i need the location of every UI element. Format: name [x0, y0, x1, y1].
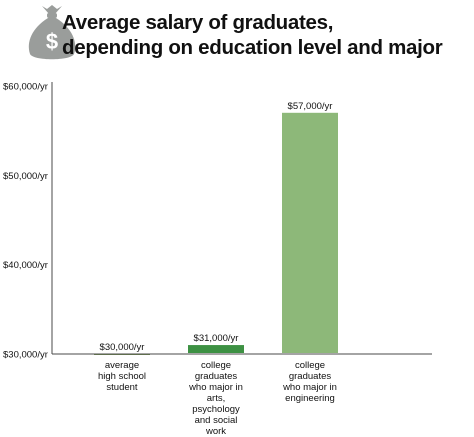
x-category-label: college graduates who major in arts, psychol…	[174, 360, 258, 437]
x-category-label-line: and social	[194, 415, 238, 426]
data-label: $57,000/yr	[288, 101, 333, 112]
bar	[282, 112, 338, 353]
x-category-label-line: average	[104, 360, 140, 371]
y-tick-label: $30,000/yr	[3, 350, 48, 361]
x-category-label-line: student	[106, 382, 138, 393]
data-label: $30,000/yr	[100, 342, 145, 353]
x-category-label-line: graduates	[194, 371, 238, 382]
x-category-label-line: high school	[97, 371, 147, 382]
x-category-label-line: who major in	[189, 382, 243, 393]
y-tick-label: $40,000/yr	[3, 260, 48, 271]
y-tick-label: $60,000/yr	[3, 82, 48, 93]
x-category-label-line: college	[200, 360, 232, 371]
svg-text:$: $	[46, 29, 58, 54]
x-category-label-line: engineering	[285, 393, 335, 404]
x-category-label: average high school student	[80, 360, 164, 393]
y-tick-label: $50,000/yr	[3, 171, 48, 182]
bar-chart: $30,000/yr $40,000/yr $50,000/yr $60,000/yr…	[3, 82, 432, 361]
chart-title: Average salary of graduates, depending o…	[62, 10, 472, 60]
data-label: $31,000/yr	[194, 333, 239, 344]
money-bag-icon: $	[28, 5, 76, 60]
chart-figure: $ Average salary of graduates, depending…	[3, 5, 472, 437]
x-category-label-line: who major in	[283, 382, 337, 393]
x-category-label: college graduates who major in engineering	[268, 360, 352, 404]
bar	[188, 345, 244, 353]
x-category-label-line: psychology	[192, 404, 240, 415]
title-line-2: depending on education level and major	[62, 36, 443, 59]
x-category-label-line: arts,	[206, 393, 226, 404]
title-line-1: Average salary of graduates,	[62, 11, 334, 34]
x-category-label-line: college	[294, 360, 326, 371]
x-category-label-line: graduates	[288, 371, 332, 382]
bar	[94, 354, 150, 355]
